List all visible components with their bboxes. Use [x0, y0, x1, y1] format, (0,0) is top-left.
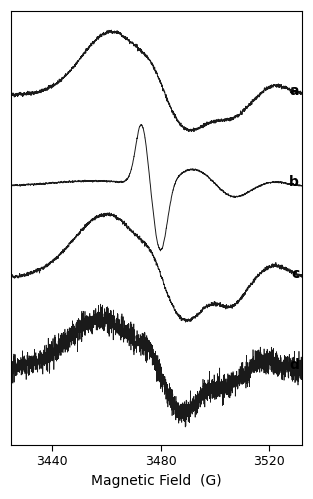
Text: a: a: [290, 84, 299, 98]
Text: d: d: [289, 358, 299, 372]
X-axis label: Magnetic Field  (G): Magnetic Field (G): [91, 474, 222, 488]
Text: b: b: [289, 175, 299, 189]
Text: c: c: [291, 266, 299, 280]
